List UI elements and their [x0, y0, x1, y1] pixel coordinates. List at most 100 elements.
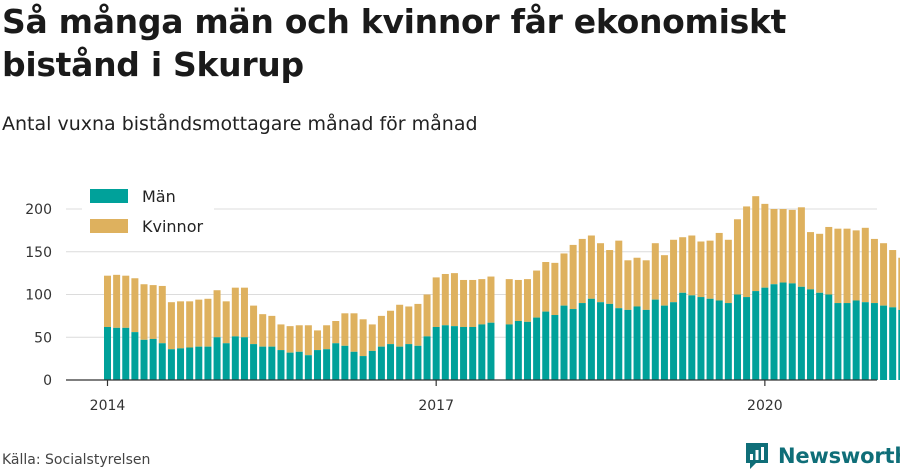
bar-kvinnor [487, 276, 495, 323]
bar-kvinnor [259, 314, 267, 347]
x-tick-label: 2014 [90, 398, 126, 414]
bar-man [240, 337, 248, 380]
bar-man [140, 339, 148, 380]
bar-kvinnor [286, 326, 294, 353]
bar-man [195, 346, 203, 380]
bar-kvinnor [195, 299, 203, 347]
bar-kvinnor [158, 285, 166, 344]
bar-man [158, 343, 166, 380]
bar-kvinnor [834, 228, 842, 304]
bar-kvinnor [852, 230, 860, 301]
bar-man [460, 326, 468, 380]
bar-kvinnor [587, 235, 595, 299]
bar-man [715, 300, 723, 380]
bar-man [250, 344, 258, 380]
bar-kvinnor [359, 319, 367, 357]
bar-kvinnor [542, 262, 550, 312]
bar-kvinnor [332, 321, 340, 344]
bar-man [797, 286, 805, 380]
bar-man [660, 305, 668, 380]
bar-man [624, 309, 632, 380]
bar-man [642, 309, 650, 380]
bar-man [286, 352, 294, 380]
bar-kvinnor [533, 270, 541, 318]
y-tick-label: 200 [25, 202, 52, 218]
bar-kvinnor [350, 313, 358, 352]
bar-kvinnor [724, 239, 732, 304]
bar-kvinnor [743, 206, 751, 298]
bar-man [222, 343, 230, 380]
bar-man [679, 292, 687, 380]
bar-man [213, 337, 221, 380]
chart-subtitle: Antal vuxna biståndsmottagare månad för … [2, 113, 478, 135]
bar-man [597, 302, 605, 380]
bar-man [743, 297, 751, 380]
bar-kvinnor [368, 324, 376, 351]
bar-man [341, 345, 349, 380]
bar-kvinnor [149, 285, 157, 339]
bar-kvinnor [478, 279, 486, 325]
bar-kvinnor [679, 237, 687, 293]
bar-man [688, 295, 696, 380]
bar-kvinnor [204, 298, 212, 347]
bar-man [733, 294, 741, 380]
bar-kvinnor [642, 260, 650, 310]
bar-kvinnor [414, 303, 422, 346]
bar-kvinnor [240, 287, 248, 338]
bar-man [724, 303, 732, 380]
bar-man [825, 294, 833, 380]
brand-name: Newsworthy [778, 444, 900, 468]
bar-man [880, 305, 888, 380]
source-note: Källa: Socialstyrelsen [2, 452, 151, 468]
bar-kvinnor [697, 241, 705, 298]
bar-kvinnor [797, 207, 805, 287]
bar-man [487, 322, 495, 380]
bar-kvinnor [295, 325, 303, 352]
chart-title: Så många män och kvinnor får ekonomiskt … [2, 2, 787, 84]
bar-man [569, 309, 577, 380]
bar-kvinnor [825, 226, 833, 295]
bar-man [304, 355, 312, 380]
bar-man [441, 325, 449, 380]
bar-man [807, 289, 815, 380]
bar-kvinnor [423, 294, 431, 337]
bar-kvinnor [551, 262, 559, 316]
bar-man [332, 343, 340, 380]
bar-kvinnor [514, 279, 522, 322]
x-tick-label: 2017 [418, 398, 454, 414]
x-tick-labels: 2014201720202022 [90, 398, 783, 414]
bar-man [149, 338, 157, 380]
bar-man [615, 308, 623, 380]
bar-kvinnor [222, 301, 230, 344]
bar-man [359, 356, 367, 380]
bar-kvinnor [560, 253, 568, 306]
bar-man [204, 346, 212, 380]
bar-kvinnor [313, 330, 321, 351]
bar-kvinnor [432, 277, 440, 327]
bar-kvinnor [186, 301, 194, 348]
bar-kvinnor [341, 313, 349, 346]
bar-kvinnor [861, 227, 869, 303]
bar-kvinnor [788, 209, 796, 284]
bar-kvinnor [268, 315, 276, 347]
bar-man [861, 302, 869, 380]
bar-kvinnor [213, 290, 221, 338]
bar-man [587, 298, 595, 380]
bar-man [834, 303, 842, 380]
bar-man [387, 344, 395, 380]
bar-man [113, 327, 121, 380]
bar-man [414, 345, 422, 380]
bar-kvinnor [231, 287, 239, 337]
bar-kvinnor [578, 238, 586, 304]
bar-man [898, 309, 900, 380]
bar-man [560, 305, 568, 380]
bar-man [122, 327, 130, 380]
bar-man [706, 298, 714, 380]
bar-man [533, 317, 541, 380]
bar-man [551, 315, 559, 380]
bar-man [405, 344, 413, 380]
bar-man [368, 350, 376, 380]
bar-man [852, 300, 860, 380]
bar-man [816, 292, 824, 380]
